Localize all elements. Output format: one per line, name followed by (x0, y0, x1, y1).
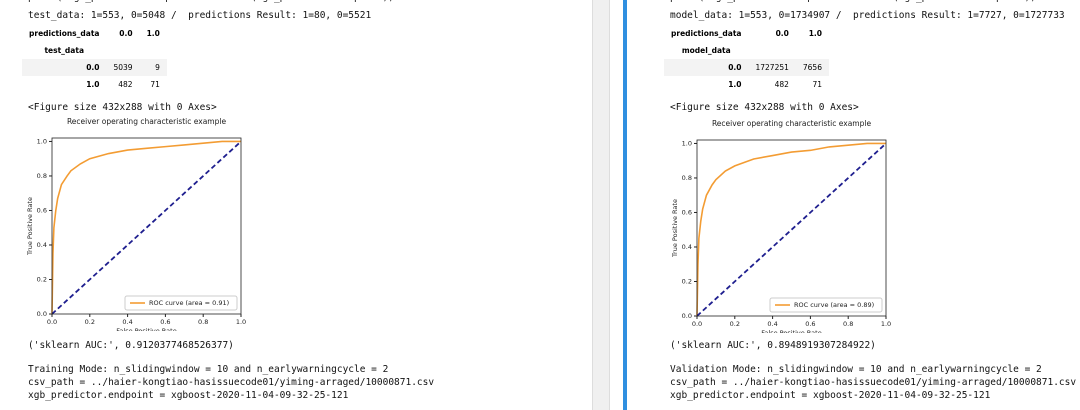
x-tick-label: 1.0 (881, 320, 891, 328)
column-header: 0.0 (775, 29, 789, 38)
panel-divider (592, 0, 610, 410)
y-tick-label: 0.6 (682, 208, 692, 216)
x-axis-label: False Positive Rate (116, 327, 176, 331)
column-header: 1.0 (146, 29, 160, 38)
roc-chart: Receiver operating characteristic exampl… (26, 117, 246, 331)
table-row: 0.0 5039 9 (22, 59, 167, 76)
y-axis-label: True Positive Rate (671, 199, 679, 258)
row-index: 0.0 (22, 59, 107, 76)
table-cell: 7656 (795, 59, 829, 76)
legend-label: ROC curve (area = 0.91) (149, 299, 229, 307)
index-row: test_data (22, 42, 167, 59)
figure-note: <Figure size 432x288 with 0 Axes> (670, 102, 859, 113)
x-tick-label: 0.0 (692, 320, 702, 328)
table-cell: 482 (118, 80, 133, 89)
log-line: csv_path = ../haier-kongtiao-hasissuecod… (28, 377, 435, 388)
y-tick-label: 0.6 (37, 206, 47, 214)
table-cell: 5039 (106, 59, 140, 76)
log-line: Training Mode: n_slidingwindow = 10 and … (28, 364, 389, 375)
code-line: print('xgb_predictor.endpoint = ' + str(… (28, 0, 394, 3)
blank-cell (140, 42, 167, 59)
legend-box (124, 295, 238, 311)
index-name: model_data (681, 46, 731, 55)
table-cell: 71 (150, 80, 160, 89)
table-cell: 482 (774, 80, 789, 89)
roc-line (696, 142, 887, 317)
table-corner: predictions_data (671, 29, 742, 38)
y-axis-label: True Positive Rate (26, 197, 34, 256)
code-line: print('xgb_predictor.endpoint = ' + str(… (670, 0, 1036, 3)
y-tick-label: 1.0 (682, 139, 692, 147)
table-cell: 9 (139, 59, 167, 76)
y-tick-label: 0.4 (37, 241, 47, 249)
data-table: predictions_data 0.0 1.0 model_data 0.0 17272… (664, 25, 829, 93)
y-tick-label: 0.4 (682, 243, 692, 251)
roc-line (51, 140, 242, 315)
x-tick-label: 0.4 (122, 318, 132, 326)
y-tick-label: 0.2 (682, 277, 692, 285)
chart-title: Receiver operating characteristic exampl… (712, 119, 872, 128)
x-tick-label: 0.0 (47, 318, 57, 326)
column-header: 0.0 (119, 29, 133, 38)
table-row: 0.0 1727251 7656 (664, 59, 829, 76)
auc-output: ('sklearn AUC:', 0.9120377468526377) (28, 340, 234, 351)
table-row: 1.0 482 71 (22, 76, 167, 93)
x-tick-label: 0.4 (767, 320, 777, 328)
figure-note: <Figure size 432x288 with 0 Axes> (28, 102, 217, 113)
auc-output: ('sklearn AUC:', 0.8948919307284922) (670, 340, 876, 351)
legend-label: ROC curve (area = 0.89) (794, 301, 874, 309)
log-line: xgb_predictor.endpoint = xgboost-2020-11… (28, 390, 349, 401)
x-tick-label: 0.2 (85, 318, 95, 326)
active-cell-bar (623, 0, 627, 410)
data-table: predictions_data 0.0 1.0 test_data 0.0 5039 9 1… (22, 25, 167, 93)
x-tick-label: 0.6 (805, 320, 815, 328)
header-row: predictions_data 0.0 1.0 (664, 25, 829, 42)
roc-chart: Receiver operating characteristic exampl… (671, 119, 891, 333)
log-line: csv_path = ../haier-kongtiao-hasissuecod… (670, 377, 1077, 388)
table-cell: 71 (812, 80, 822, 89)
table-row: 1.0 482 71 (664, 76, 829, 93)
axes-frame (696, 139, 887, 317)
x-tick-label: 0.8 (843, 320, 853, 328)
blank-cell (748, 42, 795, 59)
roc-line (696, 142, 886, 317)
index-row: model_data (664, 42, 829, 59)
roc-line (51, 140, 241, 315)
log-line: xgb_predictor.endpoint = xgboost-2020-11… (670, 390, 991, 401)
output-summary: model_data: 1=553, 0=1734907 / predictio… (670, 10, 1065, 21)
log-line: Validation Mode: n_slidingwindow = 10 an… (670, 364, 1042, 375)
header-row: predictions_data 0.0 1.0 (22, 25, 167, 42)
y-tick-label: 0.0 (682, 312, 692, 320)
x-tick-label: 0.8 (198, 318, 208, 326)
row-index: 0.0 (664, 59, 749, 76)
blank-cell (796, 42, 829, 59)
output-summary: test_data: 1=553, 0=5048 / predictions R… (28, 10, 372, 21)
chart-title: Receiver operating characteristic exampl… (67, 117, 227, 126)
y-tick-label: 1.0 (37, 137, 47, 145)
blank-cell (106, 42, 139, 59)
axes-frame (51, 137, 242, 315)
x-axis-label: False Positive Rate (761, 329, 821, 333)
table-cell: 1727251 (748, 59, 796, 76)
x-tick-label: 1.0 (236, 318, 246, 326)
y-tick-label: 0.8 (37, 172, 47, 180)
index-name: test_data (44, 46, 85, 55)
y-tick-label: 0.8 (682, 174, 692, 182)
column-header: 1.0 (808, 29, 822, 38)
y-tick-label: 0.0 (37, 310, 47, 318)
x-tick-label: 0.6 (160, 318, 170, 326)
row-index: 1.0 (728, 80, 742, 89)
table-corner: predictions_data (29, 29, 100, 38)
row-index: 1.0 (86, 80, 100, 89)
y-tick-label: 0.2 (37, 275, 47, 283)
legend-box (769, 297, 883, 313)
x-tick-label: 0.2 (730, 320, 740, 328)
